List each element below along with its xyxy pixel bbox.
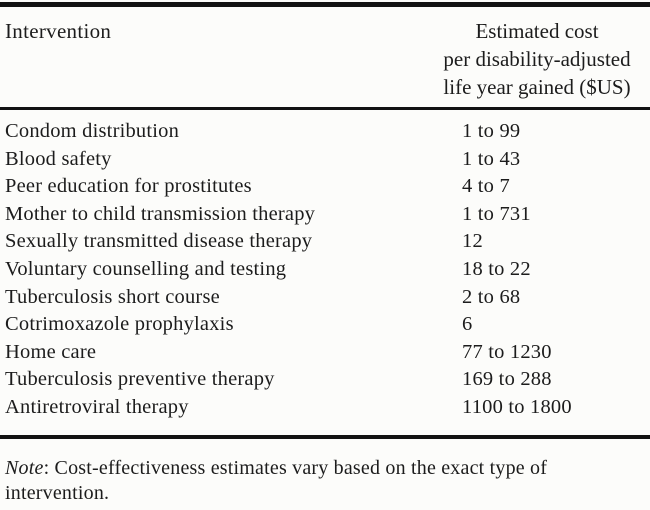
table-bottom-rule: [0, 434, 650, 439]
table-row: Tuberculosis preventive therapy 169 to 2…: [5, 366, 650, 394]
cost-cell: 1 to 43: [462, 147, 521, 170]
table-row: Antiretroviral therapy 1100 to 1800: [5, 394, 650, 422]
cost-cell: 77 to 1230: [462, 340, 552, 363]
cost-cell: 1 to 731: [462, 202, 531, 225]
column-header-cost-line-3: life year gained ($US): [443, 75, 631, 99]
table-row: Tuberculosis short course 2 to 68: [5, 284, 650, 312]
table-row: Sexually transmitted disease therapy 12: [5, 228, 650, 256]
intervention-cell: Mother to child transmission therapy: [5, 202, 316, 225]
column-header-intervention: Intervention: [5, 19, 112, 43]
table-row: Condom distribution 1 to 99: [5, 118, 650, 146]
intervention-cell: Peer education for prostitutes: [5, 175, 252, 198]
column-header-cost-line-2: per disability-adjusted: [443, 47, 631, 71]
table-row: Mother to child transmission therapy 1 t…: [5, 201, 650, 229]
table-row: Blood safety 1 to 43: [5, 146, 650, 174]
table-row: Voluntary counselling and testing 18 to …: [5, 256, 650, 284]
intervention-cell: Sexually transmitted disease therapy: [5, 230, 313, 253]
intervention-cell: Antiretroviral therapy: [5, 395, 189, 418]
note-text: : Cost-effectiveness estimates vary base…: [5, 456, 548, 505]
cost-cell: 1100 to 1800: [462, 395, 572, 418]
table-header-row: Intervention Estimated cost per disabili…: [0, 7, 650, 107]
table-note: Note: Cost-effectiveness estimates vary …: [0, 456, 588, 507]
table-top-rule: [0, 2, 650, 7]
cost-cell: 4 to 7: [462, 175, 510, 198]
table-row: Cotrimoxazole prophylaxis 6: [5, 311, 650, 339]
note-label: Note: [5, 456, 44, 479]
cost-cell: 2 to 68: [462, 285, 521, 308]
table-row: Peer education for prostitutes 4 to 7: [5, 173, 650, 201]
intervention-cell: Tuberculosis preventive therapy: [5, 368, 275, 391]
table-row: Home care 77 to 1230: [5, 339, 650, 367]
table-header-rule: [0, 107, 650, 110]
intervention-cell: Blood safety: [5, 147, 112, 170]
cost-cell: 6: [462, 313, 473, 336]
table-body: Condom distribution 1 to 99 Blood safety…: [0, 110, 650, 435]
intervention-cell: Cotrimoxazole prophylaxis: [5, 313, 234, 336]
cost-cell: 12: [462, 230, 483, 253]
cost-cell: 169 to 288: [462, 368, 552, 391]
intervention-cell: Tuberculosis short course: [5, 285, 220, 308]
cost-cell: 18 to 22: [462, 257, 531, 280]
column-header-estimated-cost: Estimated cost per disability-adjusted l…: [425, 17, 649, 101]
intervention-cell: Home care: [5, 340, 97, 363]
cost-cell: 1 to 99: [462, 120, 521, 142]
column-header-cost-line-1: Estimated cost: [475, 19, 599, 43]
intervention-cell: Voluntary counselling and testing: [5, 257, 287, 280]
intervention-cell: Condom distribution: [5, 120, 180, 142]
